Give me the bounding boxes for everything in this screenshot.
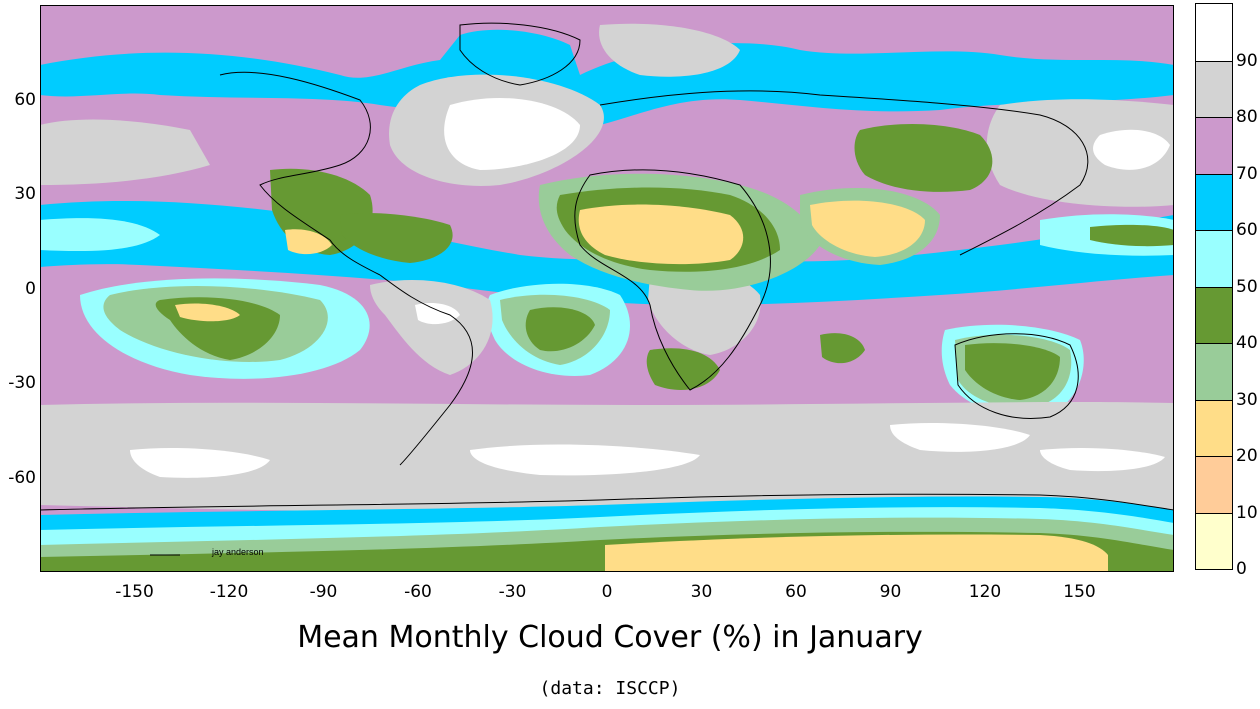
antarctica-coast — [40, 493, 1174, 511]
x-tick-label: -120 — [209, 582, 249, 602]
north-america-coast — [219, 71, 381, 276]
central-asia-green — [854, 123, 993, 192]
south-atlantic-green — [525, 307, 595, 352]
indian-ocean-green — [820, 333, 865, 364]
map-title: Mean Monthly Cloud Cover (%) in January — [297, 620, 923, 655]
north-pacific-gray-west — [40, 119, 210, 185]
northern-cyan-band — [40, 29, 1174, 125]
color-legend — [1195, 3, 1233, 570]
southern-ocean-white-3 — [890, 423, 1030, 452]
legend-label: 0 — [1236, 559, 1247, 579]
legend-swatch — [1196, 286, 1232, 343]
mexico-yellow — [285, 229, 332, 255]
map-svg — [40, 5, 1174, 572]
x-tick-label: -150 — [115, 582, 154, 602]
legend-label: 40 — [1236, 333, 1258, 353]
legend-swatch — [1196, 117, 1232, 174]
congo-gray — [648, 270, 761, 355]
legend-label: 50 — [1236, 276, 1258, 297]
north-pacific-white — [1093, 129, 1170, 170]
legend-label: 10 — [1236, 502, 1258, 523]
southern-ocean-white-4 — [1040, 447, 1165, 472]
x-tick-label: 30 — [690, 582, 713, 602]
legend-label: 70 — [1236, 163, 1258, 184]
cloud-cover-map: jay anderson — [40, 5, 1174, 572]
legend-swatch — [1196, 173, 1232, 230]
south-asia-yellow — [810, 200, 925, 257]
legend-swatch — [1196, 456, 1232, 513]
x-tick-label: 0 — [601, 582, 613, 602]
southern-africa-green — [646, 348, 720, 390]
legend-label: 80 — [1236, 107, 1258, 127]
southern-ocean-white-1 — [130, 448, 270, 478]
x-tick-label: 60 — [785, 582, 807, 602]
eurasia-coast — [599, 90, 1089, 256]
map-subtitle: (data: ISCCP) — [539, 678, 681, 699]
legend-label: 30 — [1236, 389, 1258, 410]
legend-swatch — [1196, 512, 1232, 569]
north-pacific-gray-east — [986, 99, 1174, 207]
legend-swatch — [1196, 4, 1232, 61]
legend-swatch — [1196, 60, 1232, 117]
north-atlantic-white — [444, 97, 580, 170]
greenland-coast — [459, 22, 581, 86]
y-tick-label: 30 — [14, 184, 36, 204]
legend-label: 20 — [1236, 446, 1258, 466]
southern-ocean-white-2 — [470, 444, 700, 476]
legend-swatch — [1196, 343, 1232, 400]
south-pacific-yellow — [175, 303, 240, 322]
africa-coast — [574, 169, 771, 391]
x-tick-label: 120 — [968, 582, 1002, 602]
coastlines — [40, 22, 1174, 511]
legend-label: 90 — [1236, 50, 1258, 71]
y-tick-label: -30 — [8, 373, 36, 393]
x-tick-label: 150 — [1063, 582, 1096, 602]
x-tick-label: 90 — [879, 582, 902, 602]
x-tick-label: -60 — [404, 582, 432, 602]
y-tick-label: 60 — [14, 89, 36, 110]
antarctic-yellow — [605, 534, 1108, 572]
y-tick-label: -60 — [8, 467, 36, 488]
sahara-yellow — [578, 204, 744, 265]
amazon-gray — [370, 280, 493, 375]
amazon-white — [415, 303, 460, 325]
credit-label: jay anderson — [212, 547, 264, 557]
legend-swatch — [1196, 399, 1232, 456]
y-tick-label: 0 — [25, 278, 36, 299]
caribbean-green — [340, 213, 453, 263]
legend-swatch — [1196, 230, 1232, 287]
map-frame — [40, 5, 1174, 572]
west-pacific-green — [1090, 224, 1174, 247]
east-pacific-lightcyan — [40, 218, 160, 252]
australia-green — [965, 343, 1060, 400]
x-tick-label: -30 — [498, 582, 527, 602]
australia-coast — [954, 333, 1079, 419]
south-america-coast — [379, 274, 473, 466]
legend-label: 60 — [1236, 220, 1258, 240]
x-tick-label: -90 — [309, 582, 338, 602]
arctic-gray — [599, 23, 740, 77]
